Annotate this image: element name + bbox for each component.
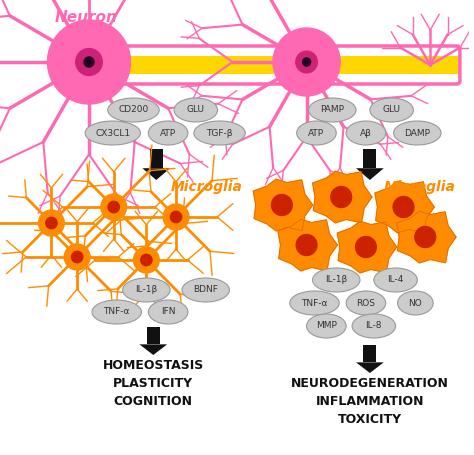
Ellipse shape xyxy=(393,121,441,145)
Ellipse shape xyxy=(312,268,360,292)
Text: NEURODEGENERATION
INFLAMMATION
TOXICITY: NEURODEGENERATION INFLAMMATION TOXICITY xyxy=(291,377,449,426)
Circle shape xyxy=(356,237,376,258)
Ellipse shape xyxy=(182,278,229,302)
Ellipse shape xyxy=(194,121,245,145)
Circle shape xyxy=(273,28,340,96)
Ellipse shape xyxy=(352,314,396,338)
Ellipse shape xyxy=(123,278,170,302)
Circle shape xyxy=(72,251,83,263)
Text: IL-1β: IL-1β xyxy=(135,285,157,294)
Text: ATP: ATP xyxy=(309,128,325,137)
Circle shape xyxy=(170,211,182,222)
Text: Neuron: Neuron xyxy=(55,10,117,25)
Ellipse shape xyxy=(297,121,336,145)
Text: PAMP: PAMP xyxy=(320,106,344,115)
Ellipse shape xyxy=(290,291,339,315)
Circle shape xyxy=(108,201,119,213)
Text: Microglia: Microglia xyxy=(384,180,456,194)
Circle shape xyxy=(296,234,317,256)
Text: ROS: ROS xyxy=(356,298,375,308)
Circle shape xyxy=(415,227,436,248)
Ellipse shape xyxy=(92,300,141,324)
Ellipse shape xyxy=(307,314,346,338)
Ellipse shape xyxy=(398,291,433,315)
Text: IL-1β: IL-1β xyxy=(325,275,347,284)
Circle shape xyxy=(134,247,159,273)
Bar xyxy=(364,345,376,362)
Text: BDNF: BDNF xyxy=(193,285,218,294)
Text: NO: NO xyxy=(409,298,422,308)
Text: IFN: IFN xyxy=(161,308,175,317)
Polygon shape xyxy=(142,168,170,180)
FancyBboxPatch shape xyxy=(79,56,459,74)
Polygon shape xyxy=(313,171,372,223)
Ellipse shape xyxy=(374,268,417,292)
Circle shape xyxy=(163,204,189,230)
Circle shape xyxy=(302,58,310,66)
Circle shape xyxy=(38,210,64,236)
Ellipse shape xyxy=(309,98,356,122)
Circle shape xyxy=(47,20,130,104)
Circle shape xyxy=(84,57,94,67)
Polygon shape xyxy=(397,211,456,263)
Text: IL-8: IL-8 xyxy=(365,322,382,330)
Bar xyxy=(150,149,163,168)
Ellipse shape xyxy=(174,98,218,122)
Text: GLU: GLU xyxy=(187,106,205,115)
Circle shape xyxy=(46,217,57,229)
Ellipse shape xyxy=(148,300,188,324)
Text: CX3CL1: CX3CL1 xyxy=(95,128,130,137)
Ellipse shape xyxy=(108,98,159,122)
Text: TNF-α: TNF-α xyxy=(103,308,130,317)
Ellipse shape xyxy=(85,121,140,145)
Polygon shape xyxy=(356,168,384,180)
Polygon shape xyxy=(253,179,312,231)
Circle shape xyxy=(296,51,317,73)
Text: Microglia: Microglia xyxy=(171,180,243,194)
Circle shape xyxy=(272,194,292,216)
Circle shape xyxy=(393,197,414,217)
Bar xyxy=(364,149,376,168)
Ellipse shape xyxy=(346,121,386,145)
Polygon shape xyxy=(375,181,434,233)
Polygon shape xyxy=(278,219,337,271)
Text: CD200: CD200 xyxy=(118,106,149,115)
Circle shape xyxy=(331,187,352,207)
Polygon shape xyxy=(356,362,384,373)
Text: DAMP: DAMP xyxy=(404,128,430,137)
Bar xyxy=(147,327,160,344)
Circle shape xyxy=(101,194,127,220)
Circle shape xyxy=(141,254,152,266)
Text: ATP: ATP xyxy=(160,128,176,137)
Text: Aβ: Aβ xyxy=(360,128,372,137)
Circle shape xyxy=(76,49,102,76)
Text: MMP: MMP xyxy=(316,322,337,330)
Ellipse shape xyxy=(370,98,413,122)
Circle shape xyxy=(64,244,90,270)
Polygon shape xyxy=(139,344,167,355)
Ellipse shape xyxy=(148,121,188,145)
Ellipse shape xyxy=(346,291,386,315)
Text: GLU: GLU xyxy=(383,106,401,115)
Text: IL-4: IL-4 xyxy=(387,275,404,284)
Text: TGF-β: TGF-β xyxy=(206,128,233,137)
Text: TNF-α: TNF-α xyxy=(301,298,328,308)
Polygon shape xyxy=(337,221,397,273)
Text: HOMEOSTASIS
PLASTICITY
COGNITION: HOMEOSTASIS PLASTICITY COGNITION xyxy=(103,359,204,408)
